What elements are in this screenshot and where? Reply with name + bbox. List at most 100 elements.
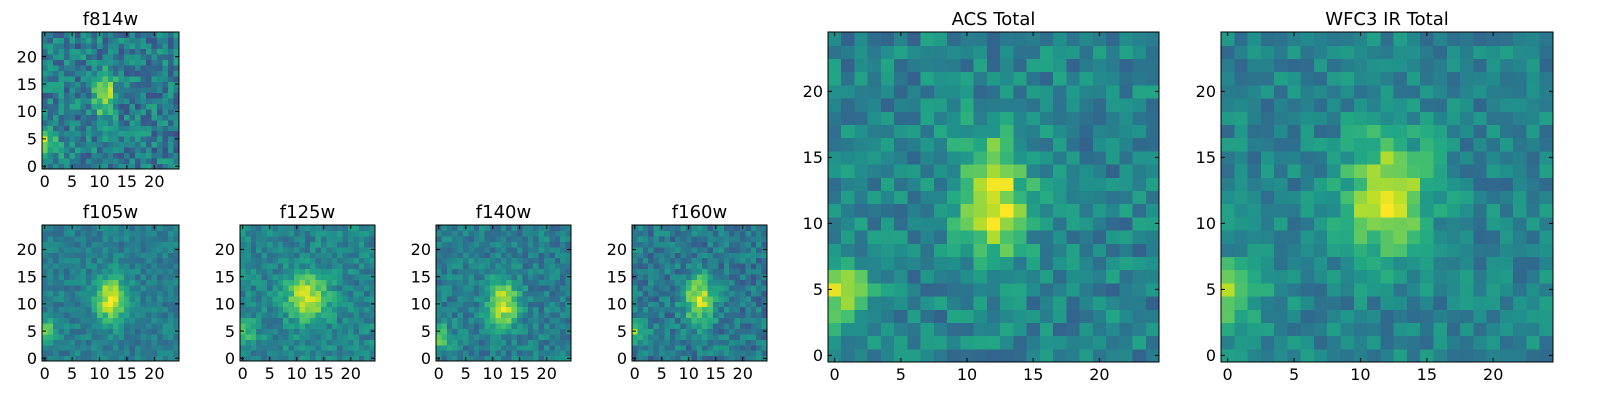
heatmap-cell <box>933 322 948 337</box>
heatmap-cell <box>473 268 480 275</box>
heatmap-cell <box>358 246 365 253</box>
heatmap-cell <box>1300 243 1315 257</box>
heatmap-cell <box>321 257 327 264</box>
heatmap-cell <box>560 350 567 357</box>
heatmap-cell <box>294 301 300 308</box>
heatmap-cell <box>664 279 671 286</box>
heatmap-cell <box>544 257 550 264</box>
heatmap-cell <box>1132 71 1147 86</box>
heatmap-cell <box>1079 322 1094 337</box>
heatmap-cell <box>353 301 360 308</box>
heatmap-cell <box>102 119 109 126</box>
heatmap-cell <box>140 86 147 93</box>
heatmap-cell <box>479 284 486 291</box>
heatmap-cell <box>894 203 909 218</box>
heatmap-cell <box>707 284 714 291</box>
heatmap-cell <box>436 312 442 319</box>
heatmap-cell <box>1526 282 1541 297</box>
heatmap-cell <box>162 295 169 302</box>
heatmap-cell <box>1106 322 1120 337</box>
heatmap-cell <box>1274 150 1288 165</box>
heatmap-cell <box>664 235 671 242</box>
heatmap-cell <box>162 125 169 132</box>
heatmap-cell <box>85 355 92 362</box>
heatmap-cell <box>326 235 333 242</box>
heatmap-cell <box>1300 335 1315 350</box>
heatmap-cell <box>91 147 98 154</box>
heatmap-cell <box>1234 32 1249 46</box>
heatmap-cell <box>854 98 869 112</box>
heatmap-cell <box>750 344 757 351</box>
heatmap-cell <box>1053 84 1067 99</box>
heatmap-cell <box>1327 216 1342 231</box>
heatmap-cell <box>47 42 54 50</box>
heatmap-cell <box>713 333 719 340</box>
y-tick-label: 20 <box>17 47 37 66</box>
heatmap-cell <box>331 263 338 270</box>
heatmap-cell <box>642 306 649 313</box>
heatmap-cell <box>135 350 142 357</box>
heatmap-cell <box>151 252 158 259</box>
heatmap-cell <box>522 317 529 324</box>
heatmap-cell <box>299 257 306 264</box>
y-tick-label: 10 <box>607 295 627 314</box>
heatmap-cell <box>680 268 687 275</box>
heatmap-cell <box>664 322 671 329</box>
heatmap-cell <box>664 290 671 297</box>
heatmap-cell <box>58 130 65 137</box>
heatmap-cell <box>761 322 768 329</box>
heatmap-cell <box>1486 177 1501 191</box>
heatmap-cell <box>1539 137 1554 152</box>
heatmap-cell <box>1406 32 1421 46</box>
heatmap-cell <box>146 48 153 55</box>
heatmap-cell <box>522 355 529 362</box>
heatmap-cell <box>146 322 153 329</box>
heatmap-cell <box>85 70 92 77</box>
heatmap-cell <box>691 263 698 270</box>
heatmap-cell <box>261 322 268 329</box>
heatmap-cell <box>522 252 529 259</box>
heatmap-cell <box>107 42 114 50</box>
heatmap-cell <box>707 230 714 237</box>
heatmap-cell <box>648 235 655 242</box>
heatmap-cell <box>740 241 746 248</box>
heatmap-cell <box>294 344 300 351</box>
heatmap-cell <box>261 306 268 313</box>
heatmap-cell <box>642 225 649 232</box>
heatmap-cell <box>304 333 311 340</box>
heatmap-cell <box>669 295 676 302</box>
heatmap-cell <box>490 263 496 270</box>
heatmap-cell <box>1287 309 1302 323</box>
heatmap-cell <box>1013 124 1028 139</box>
heatmap-cell <box>867 190 882 205</box>
heatmap-cell <box>1079 190 1094 205</box>
heatmap-cell <box>140 163 147 170</box>
heatmap-cell <box>729 257 736 264</box>
heatmap-cell <box>659 306 665 313</box>
heatmap-cell <box>157 97 164 104</box>
heatmap-cell <box>310 230 317 237</box>
heatmap-cell <box>691 273 698 280</box>
heatmap-cell <box>907 32 922 46</box>
heatmap-cell <box>463 306 469 313</box>
heatmap-cell <box>310 333 317 340</box>
heatmap-cell <box>85 263 92 270</box>
heatmap-cell <box>74 108 81 115</box>
heatmap-cell <box>1539 71 1554 86</box>
heatmap-cell <box>69 252 76 259</box>
heatmap-cell <box>107 97 114 104</box>
heatmap-cell <box>96 53 103 60</box>
heatmap-cell <box>42 152 49 159</box>
heatmap-cell <box>648 279 655 286</box>
heatmap-cell <box>446 333 453 340</box>
heatmap-cell <box>52 350 60 357</box>
heatmap-cell <box>1079 84 1094 99</box>
heatmap-cell <box>713 246 719 253</box>
heatmap-cell <box>91 263 98 270</box>
heatmap-cell <box>369 252 376 259</box>
heatmap-cell <box>1380 45 1395 59</box>
heatmap-cell <box>240 306 246 313</box>
heatmap-cell <box>560 246 567 253</box>
